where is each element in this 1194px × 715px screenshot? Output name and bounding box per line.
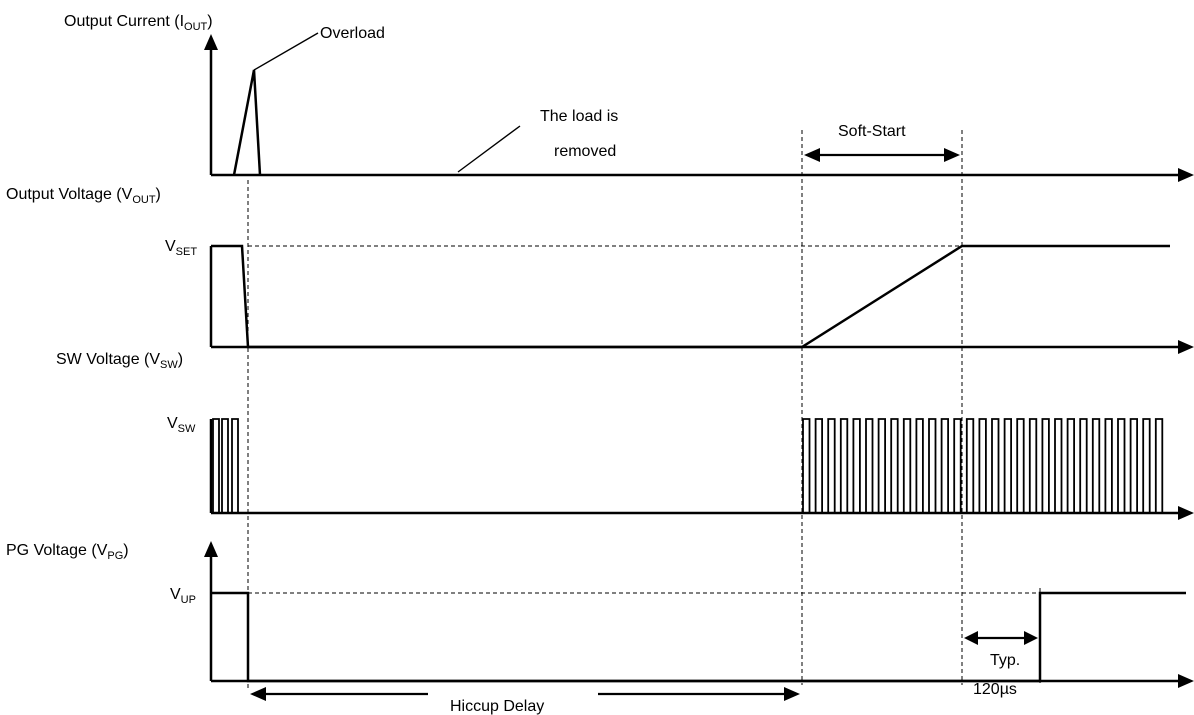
output-current-y-arrowhead <box>204 34 218 50</box>
soft-start-label: Soft-Start <box>838 123 906 140</box>
load-removed-label-line1: The load is <box>540 108 618 125</box>
soft-start-arrowhead-right <box>944 148 960 162</box>
dashed-markers <box>248 130 1040 690</box>
output-current-x-arrowhead <box>1178 168 1194 182</box>
output-voltage-x-arrowhead <box>1178 340 1194 354</box>
vup-level-label: VUP <box>170 586 196 606</box>
pg-voltage-plot: PG Voltage (VPG) VUP Typ. 120µs <box>6 541 1194 698</box>
hiccup-delay-label: Hiccup Delay <box>450 698 544 715</box>
pg-voltage-trace <box>211 593 1186 681</box>
typ-delay-arrowhead-left <box>964 631 978 645</box>
output-current-plot: Output Current (IOUT) Overload The load … <box>64 13 1194 182</box>
output-voltage-title: Output Voltage (VOUT) <box>6 186 161 206</box>
sw-voltage-title: SW Voltage (VSW) <box>56 351 183 371</box>
overload-leader-line <box>254 33 318 70</box>
output-current-title: Output Current (IOUT) <box>64 13 213 33</box>
output-voltage-trace <box>211 246 1170 347</box>
pg-voltage-x-arrowhead <box>1178 674 1194 688</box>
typ-delay-arrowhead-right <box>1024 631 1038 645</box>
sw-voltage-plot: SW Voltage (VSW) VSW <box>56 351 1194 520</box>
sw-voltage-x-arrowhead <box>1178 506 1194 520</box>
vset-level-label: VSET <box>165 238 197 258</box>
output-current-overload-spike <box>234 70 260 175</box>
hiccup-delay-arrowhead-right <box>784 687 800 701</box>
pg-voltage-y-arrowhead <box>204 541 218 557</box>
typ-delay-label-line2: 120µs <box>973 681 1017 698</box>
soft-start-arrowhead-left <box>804 148 820 162</box>
hiccup-delay-arrowhead-left <box>250 687 266 701</box>
typ-delay-label-line1: Typ. <box>990 652 1020 669</box>
output-voltage-plot: Output Voltage (VOUT) VSET <box>6 186 1194 354</box>
sw-voltage-pulse-train <box>211 419 1162 513</box>
load-removed-label-line2: removed <box>554 143 616 160</box>
hiccup-delay-annotation: Hiccup Delay <box>250 687 800 715</box>
pg-voltage-title: PG Voltage (VPG) <box>6 542 129 562</box>
overload-label: Overload <box>320 25 385 42</box>
load-removed-leader-line <box>458 126 520 172</box>
vsw-level-label: VSW <box>167 415 196 435</box>
